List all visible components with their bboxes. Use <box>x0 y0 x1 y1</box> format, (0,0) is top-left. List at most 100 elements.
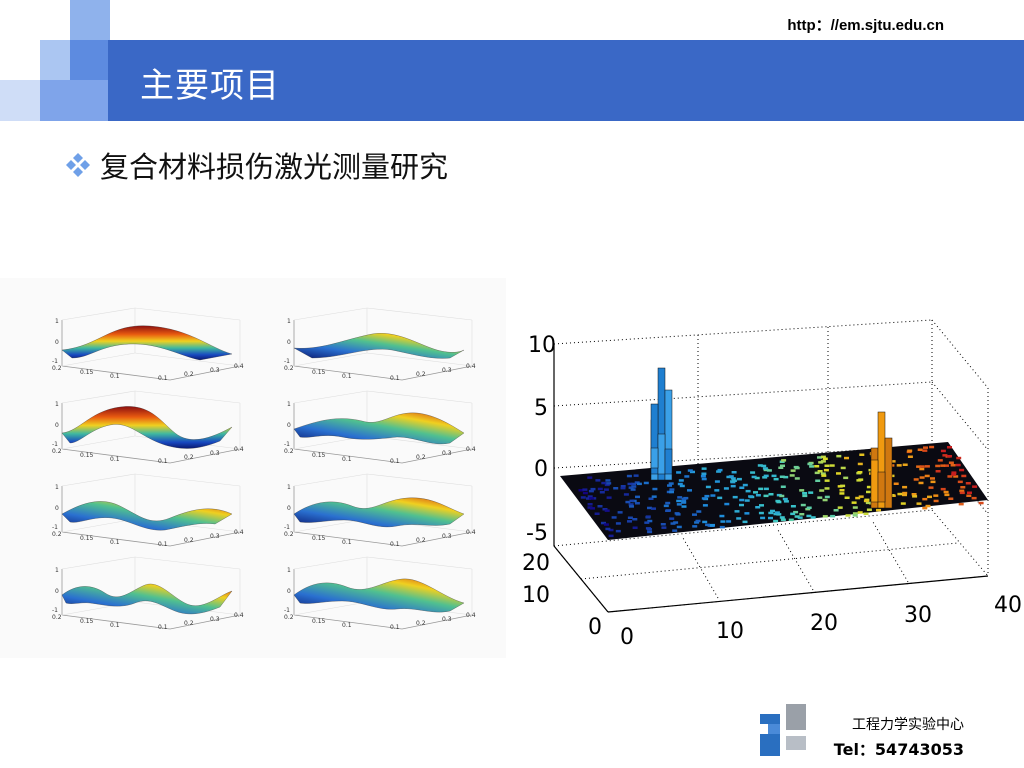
surface-cell <box>818 461 824 464</box>
surface-cell <box>836 472 841 475</box>
surface-cell <box>902 491 908 495</box>
surface-cell <box>676 503 682 506</box>
surface-cell <box>966 494 972 497</box>
surface-cell <box>731 479 737 482</box>
y-tick: 0 <box>287 422 291 429</box>
surface-cell <box>805 507 811 511</box>
surface-cell <box>780 518 786 521</box>
site-url: http：//em.sjtu.edu.cn <box>787 17 944 34</box>
x-tick: 0.3 <box>210 367 220 374</box>
surface-cell <box>605 479 611 482</box>
surface-cell <box>665 501 671 505</box>
surface-cell <box>779 475 785 478</box>
surface-cell <box>744 512 750 515</box>
surface-cell <box>687 469 693 472</box>
surface-cell <box>967 491 972 494</box>
surface-cell <box>933 494 939 497</box>
surface-cell <box>896 464 902 467</box>
surface-cell <box>720 520 726 523</box>
surface-cell <box>759 504 764 507</box>
decor-square <box>70 40 108 80</box>
surface-cell <box>959 489 965 493</box>
surface-cell <box>829 464 835 467</box>
surface-cell <box>736 477 742 481</box>
surface-cell <box>601 521 606 525</box>
y-tick: 20 <box>522 551 550 576</box>
surface-cell <box>597 505 603 508</box>
surface-cell <box>634 481 640 484</box>
surface-cell <box>822 498 828 502</box>
surface-cell <box>604 483 610 487</box>
x-tick: 0 <box>620 625 634 650</box>
surface-cell <box>820 455 826 459</box>
surface-cell <box>852 514 858 517</box>
surface-cell <box>687 489 692 492</box>
surface-cell <box>694 521 700 524</box>
x-tick: 0.2 <box>184 371 194 378</box>
surface-cell <box>710 494 716 497</box>
x-tick: 0.2 <box>416 371 426 378</box>
x-tick: 0.3 <box>210 533 220 540</box>
surface-cell <box>807 462 813 466</box>
surface-cell <box>742 483 748 487</box>
diamond-bullet-icon <box>66 153 90 177</box>
y-tick: 1 <box>287 484 291 491</box>
decor-square <box>40 80 108 121</box>
surface-cell <box>744 499 750 502</box>
surface-cell <box>913 478 919 481</box>
surface-cell <box>582 491 588 495</box>
surface-cell <box>750 471 756 474</box>
surface-cell <box>681 501 687 504</box>
surface-cell <box>844 496 850 499</box>
surface-cell <box>723 487 729 490</box>
surface-cell <box>681 497 687 501</box>
surface-cell <box>789 474 795 477</box>
surface-cell <box>953 475 959 478</box>
surface-cell <box>944 493 950 497</box>
x-tick: 0.3 <box>442 616 452 623</box>
surface-cell <box>924 474 930 478</box>
surface-cell <box>603 488 609 491</box>
surface-cell <box>719 525 725 529</box>
bullet-item: 复合材料损伤激光测量研究 <box>64 144 448 186</box>
surface-cell <box>587 476 593 479</box>
surface-cell <box>951 473 957 476</box>
surface-cell <box>912 495 918 498</box>
surface-cell <box>629 505 634 508</box>
surface-cell <box>858 478 864 481</box>
surface-cell <box>719 514 725 518</box>
surface-cell <box>690 470 695 474</box>
x-tick: 0.2 <box>184 454 194 461</box>
surface-cell <box>739 486 745 489</box>
surface-cell <box>669 490 674 494</box>
surface-cell <box>830 514 836 518</box>
surface-cell <box>716 470 722 473</box>
surface-cell <box>851 501 857 504</box>
surface-cell <box>734 510 740 513</box>
surface-cell <box>779 460 785 463</box>
surface-cell <box>866 508 872 511</box>
peak-bar-left <box>664 448 673 475</box>
damage-3d-bar-chart: 10 5 0 -5 20 10 0 0 10 20 30 40 <box>522 319 1022 650</box>
surface-cell <box>824 464 830 467</box>
surface-cell <box>606 482 612 485</box>
x-tick: 0.4 <box>466 363 476 370</box>
surface-cell <box>902 463 908 466</box>
surface-cell <box>739 498 745 502</box>
surface-cell <box>865 501 871 505</box>
surface-cell <box>631 485 637 488</box>
y-tick: 1 <box>55 484 59 491</box>
peak-bar-left <box>657 433 666 475</box>
surface-cell <box>669 517 675 520</box>
surface-cell <box>724 502 730 506</box>
surface-cell <box>751 475 757 479</box>
surface-cell <box>839 489 845 492</box>
footer-org: 工程力学实验中心 <box>852 717 964 733</box>
surface-cell <box>957 480 963 484</box>
surface-cell <box>797 516 803 519</box>
x-tick: 0.2 <box>416 454 426 461</box>
x-tick: 0.1 <box>110 539 120 546</box>
surface-cell <box>916 465 922 468</box>
surface-cell <box>814 471 820 475</box>
x-tick: 0.2 <box>52 448 62 455</box>
